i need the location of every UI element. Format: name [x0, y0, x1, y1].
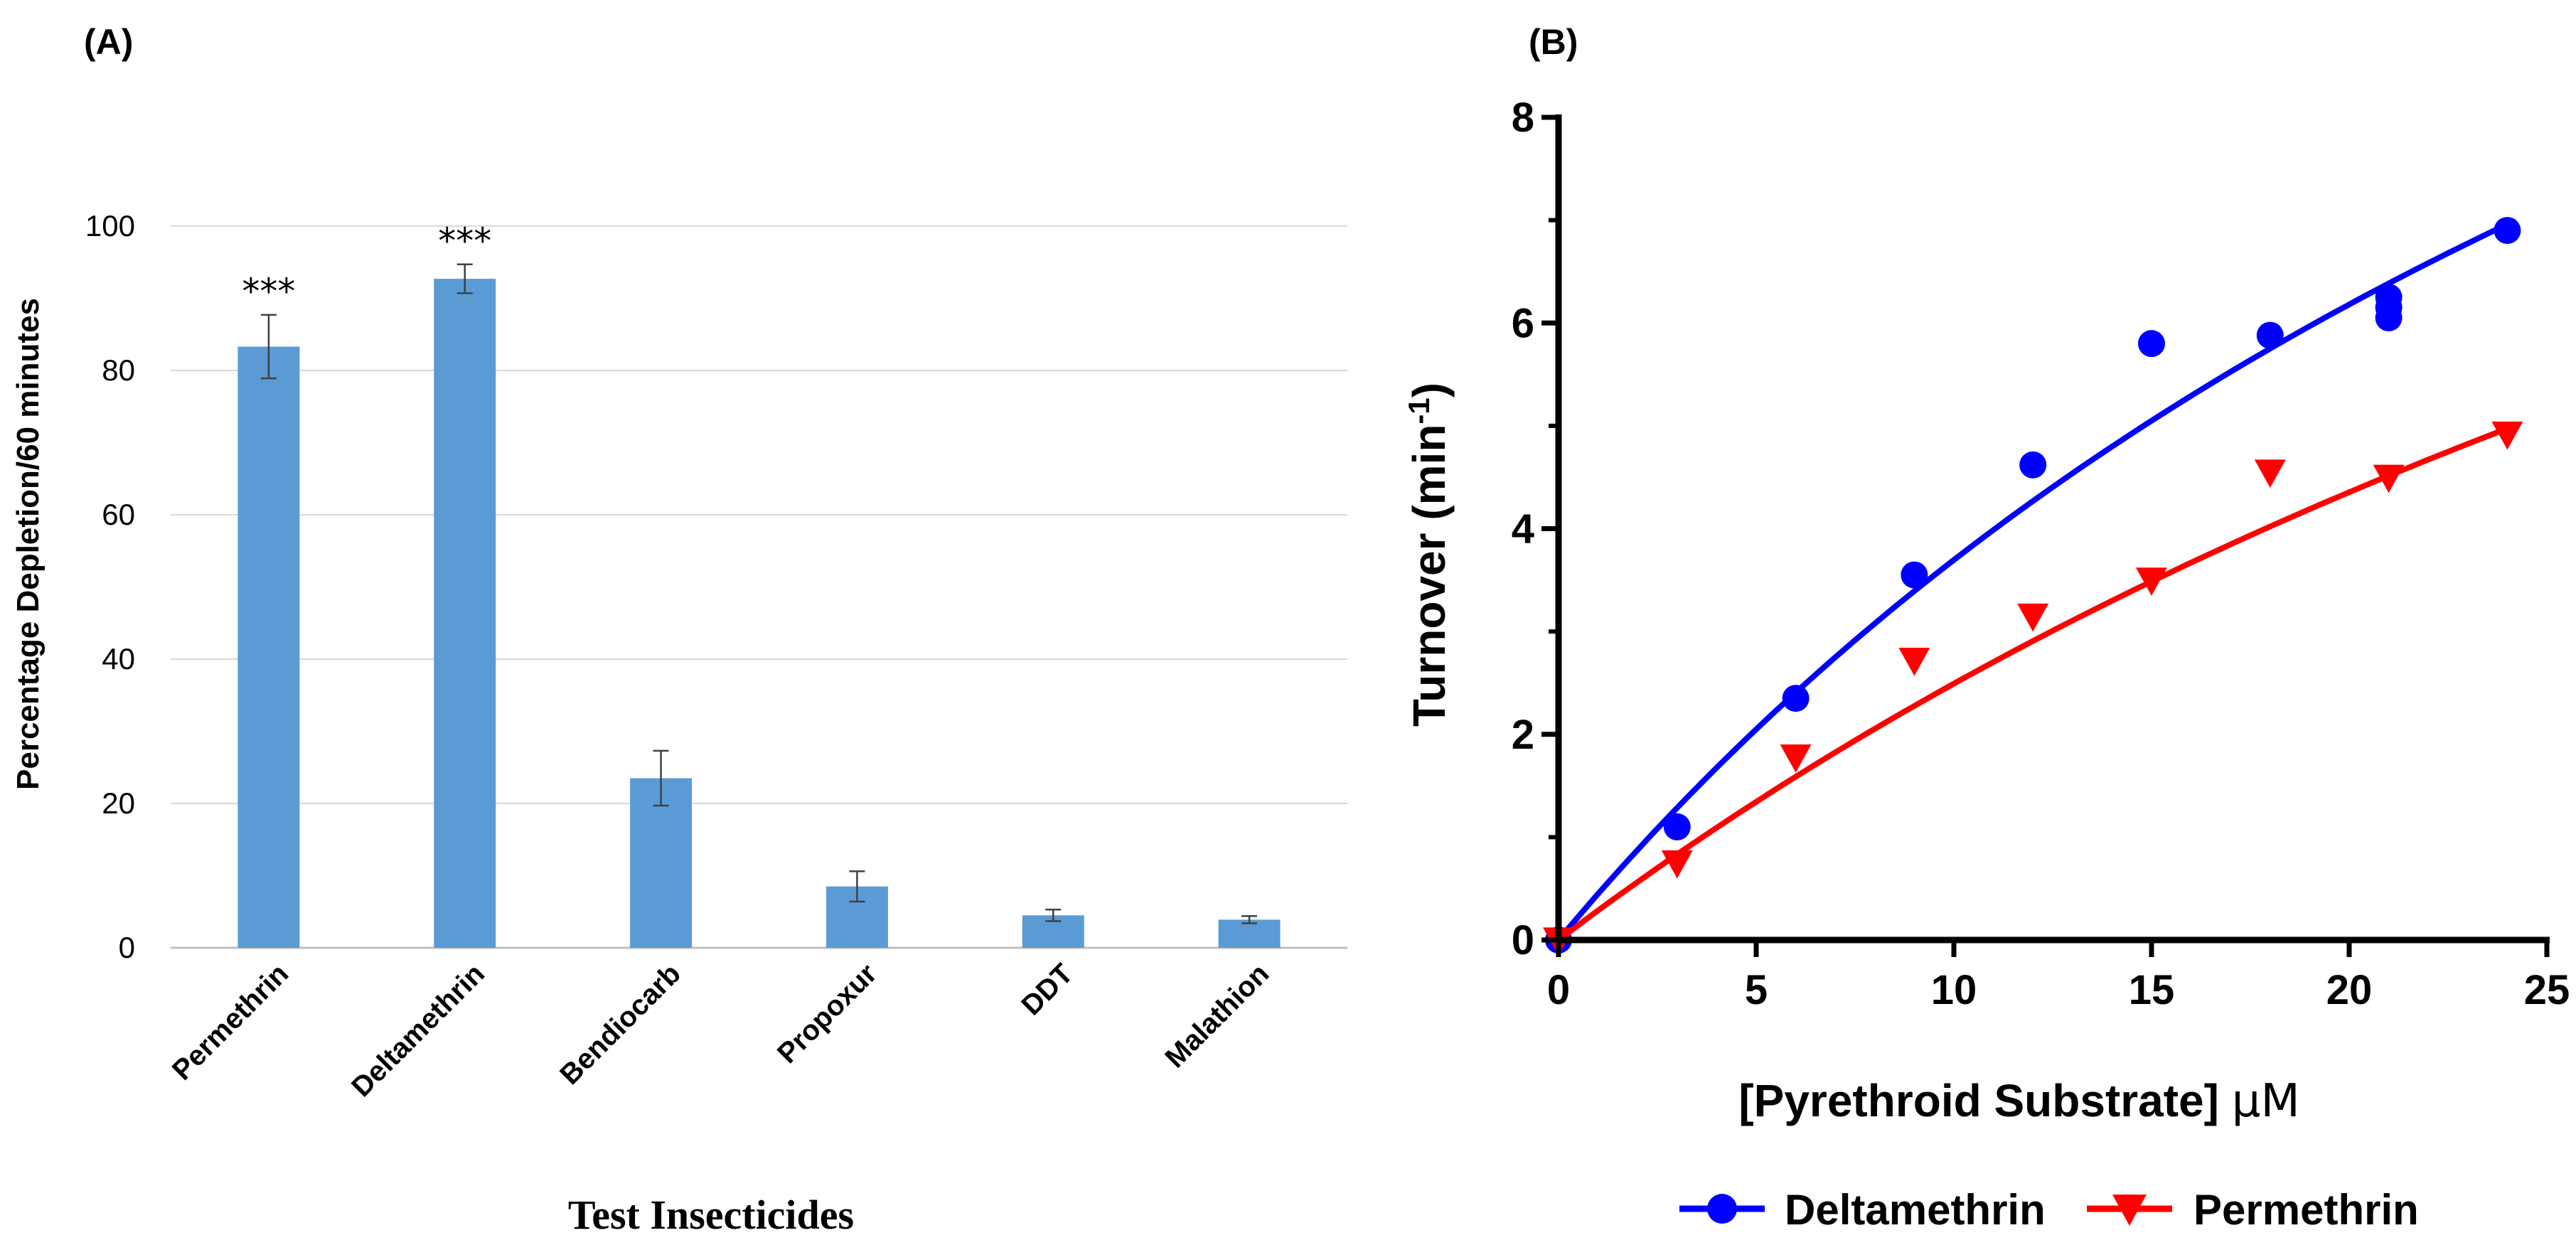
panel-b-y-tick-label: 0 — [1512, 917, 1534, 963]
panel-a-bars — [237, 279, 1281, 949]
panel-a-category-label: Malathion — [1159, 958, 1275, 1074]
panel-a-bar — [1218, 919, 1281, 948]
panel-b-x-tick-label: 25 — [2524, 967, 2570, 1013]
panel-b-point-permethrin — [1898, 648, 1930, 676]
panel-b-point-deltamethrin — [2019, 451, 2047, 479]
panel-a-y-axis-label: Percentage Depletion/60 minutes — [11, 298, 46, 790]
panel-b-point-permethrin — [2017, 603, 2049, 632]
panel-a-bar — [237, 346, 300, 948]
panel-b-point-deltamethrin — [1782, 685, 1810, 712]
panel-b-y-tick-label: 4 — [1512, 506, 1534, 552]
panel-b-point-deltamethrin — [1663, 813, 1691, 840]
panel-a-category-label: DDT — [1015, 958, 1079, 1021]
panel-a-category-label: Permethrin — [166, 958, 294, 1086]
panel-b-y-tick-label: 6 — [1512, 300, 1534, 346]
panel-b-y-axis-label-main: Turnover (min — [1404, 424, 1455, 727]
panel-a-y-tick-label: 0 — [119, 931, 135, 964]
panel-b-y-tick-label: 8 — [1512, 95, 1534, 141]
panel-b-point-permethrin — [1780, 744, 1812, 773]
panel-b-y-axis-label-superscript: -1 — [1402, 397, 1436, 424]
panel-a-y-tick-label: 100 — [85, 209, 135, 242]
panel-b-y-tick-label: 2 — [1512, 712, 1534, 758]
panel-b-point-permethrin — [2136, 567, 2167, 596]
panel-b-point-deltamethrin — [2494, 217, 2521, 245]
panel-a-significance-label: *** — [438, 220, 491, 262]
panel-b-point-deltamethrin — [1901, 561, 1928, 589]
panel-b-scatter-chart: (B) 0 5 10 15 20 25 0 2 4 6 8 Turnover (min-1) [P… — [1402, 22, 2570, 1234]
panel-b-point-permethrin — [1661, 850, 1693, 879]
panel-b-legend: Deltamethrin Permethrin — [1679, 1186, 2419, 1234]
panel-b-x-tick-label: 10 — [1931, 967, 1977, 1013]
panel-b-point-deltamethrin — [2138, 330, 2165, 358]
panel-a-label: (A) — [84, 22, 133, 62]
panel-b-legend-marker-deltamethrin — [1707, 1194, 1737, 1224]
panel-b-y-tick-labels: 0 2 4 6 8 — [1512, 95, 1534, 963]
panel-b-x-tick-label: 5 — [1745, 967, 1768, 1013]
panel-b-x-tick-label: 0 — [1547, 967, 1570, 1013]
panel-b-point-permethrin — [2491, 421, 2523, 450]
panel-b-label: (B) — [1529, 22, 1578, 62]
panel-a-y-tick-label: 60 — [102, 498, 135, 531]
panel-b-x-axis-label: [Pyrethroid Substrate] μM — [1738, 1075, 2299, 1128]
panel-a-bar-chart: (A) 0 20 40 60 80 100 *** *** Permethrin Deltam… — [11, 22, 1347, 1238]
panel-a-error-bars — [260, 263, 1258, 924]
panel-a-gridlines — [171, 225, 1347, 949]
panel-a-significance-label: *** — [242, 271, 295, 312]
panel-a-y-tick-label: 40 — [102, 642, 135, 675]
panel-b-fit-curve-permethrin — [1556, 425, 2511, 943]
panel-b-y-axis-label: Turnover (min-1) — [1402, 383, 1455, 727]
panel-a-bar — [434, 279, 496, 949]
panel-a-x-axis-label: Test Insecticides — [568, 1192, 854, 1238]
panel-b-x-tick-labels: 0 5 10 15 20 25 — [1547, 967, 2570, 1013]
panel-b-fit-curve-deltamethrin — [1556, 221, 2511, 943]
panel-b-x-axis-label-main: [Pyrethroid Substrate] — [1738, 1075, 2231, 1126]
panel-a-category-labels: Permethrin Deltamethrin Bendiocarb Propoxur… — [166, 958, 1276, 1103]
panel-a-category-label: Propoxur — [771, 958, 883, 1069]
panel-b-x-axis-label-unit: μM — [2232, 1075, 2300, 1128]
panel-b-legend-marker-permethrin — [2112, 1195, 2147, 1226]
panel-b-legend-label-deltamethrin: Deltamethrin — [1785, 1186, 2046, 1234]
panel-b-point-deltamethrin — [2256, 321, 2284, 349]
panel-a-category-label: Deltamethrin — [346, 958, 491, 1103]
panel-b-x-tick-label: 15 — [2129, 967, 2175, 1013]
panel-b-point-permethrin — [2373, 464, 2405, 493]
panel-a-y-tick-labels: 0 20 40 60 80 100 — [85, 209, 135, 964]
panel-b-point-permethrin — [2254, 459, 2286, 488]
panel-a-y-tick-label: 20 — [102, 786, 135, 820]
panel-b-axes — [1541, 114, 2550, 957]
panel-b-data-points — [1543, 217, 2523, 956]
panel-a-y-tick-label: 80 — [102, 353, 135, 387]
panel-b-legend-label-permethrin: Permethrin — [2193, 1186, 2419, 1234]
panel-a-significance-marks: *** *** — [242, 220, 491, 312]
panel-b-y-axis-label-close: ) — [1404, 383, 1455, 397]
panel-b-x-tick-label: 20 — [2326, 967, 2373, 1013]
panel-a-category-label: Bendiocarb — [554, 958, 687, 1091]
panel-b-fit-curves — [1556, 221, 2511, 943]
panel-b-point-deltamethrin — [2375, 284, 2403, 311]
